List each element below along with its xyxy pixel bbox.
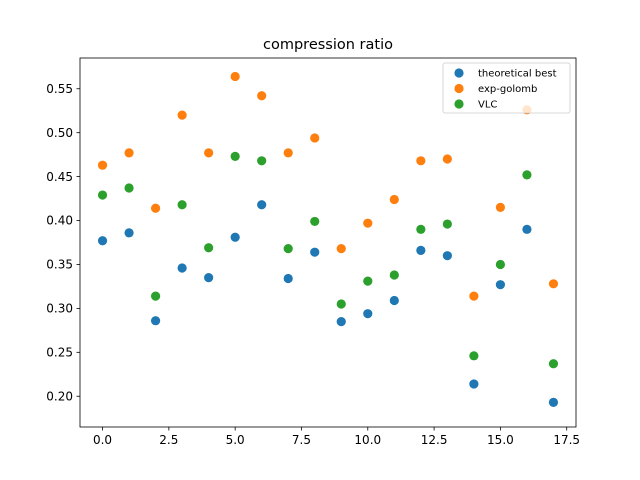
legend-marker [454, 99, 464, 109]
legend: theoretical best exp-golomb VLC [442, 62, 571, 114]
data-point-exp-golomb [283, 148, 293, 158]
legend-marker [454, 68, 464, 78]
data-point-vlc [230, 151, 240, 161]
data-point-vlc [469, 351, 479, 361]
data-point-theoretical-best [336, 316, 346, 327]
data-point-exp-golomb [204, 148, 214, 158]
data-point-theoretical-best [442, 251, 452, 261]
data-point-exp-golomb [230, 71, 240, 82]
chart-title: compression ratio [263, 37, 393, 53]
data-point-exp-golomb [336, 244, 346, 254]
data-point-exp-golomb [389, 194, 399, 205]
data-point-theoretical-best [124, 228, 134, 238]
data-point-exp-golomb [416, 156, 426, 166]
data-point-vlc [522, 170, 532, 180]
data-point-theoretical-best [150, 316, 161, 326]
data-point-vlc [389, 270, 399, 280]
data-point-vlc [124, 183, 134, 193]
data-point-theoretical-best [522, 224, 532, 234]
data-point-vlc [177, 200, 187, 210]
y-tick-label: 0.35 [46, 258, 73, 272]
y-tick-label: 0.55 [46, 82, 73, 96]
y-tick-label: 0.45 [46, 170, 73, 184]
data-point-theoretical-best [97, 236, 108, 246]
data-point-theoretical-best [469, 379, 479, 389]
legend-label: exp-golomb [478, 84, 537, 95]
data-point-exp-golomb [124, 148, 134, 158]
legend-marker [454, 83, 464, 94]
data-point-exp-golomb [548, 279, 559, 289]
data-point-theoretical-best [548, 397, 559, 407]
data-point-exp-golomb [495, 202, 506, 212]
data-point-vlc [97, 190, 108, 200]
data-point-vlc [257, 156, 267, 166]
data-point-theoretical-best [310, 247, 320, 257]
data-point-vlc [204, 243, 214, 253]
data-point-theoretical-best [495, 280, 506, 290]
axes: 0.0 2.5 5.0 7.5 10.0 12.5 15.0 17.5 0.20 0.25 0.30… [46, 57, 580, 447]
data-point-exp-golomb [469, 291, 479, 301]
axes-frame [79, 57, 577, 428]
data-point-exp-golomb [150, 203, 161, 213]
data-point-vlc [363, 276, 373, 286]
data-point-theoretical-best [257, 200, 267, 210]
data-point-theoretical-best [363, 309, 373, 319]
data-point-vlc [495, 259, 506, 270]
x-tick-label: 7.5 [292, 433, 311, 447]
x-tick-label: 0.0 [93, 433, 112, 447]
x-tick-label: 5.0 [226, 433, 245, 447]
legend-box [442, 62, 571, 114]
data-point-vlc [416, 224, 426, 234]
legend-label: theoretical best [478, 69, 557, 80]
data-point-exp-golomb [363, 218, 373, 228]
data-point-exp-golomb [257, 91, 267, 101]
data-point-vlc [442, 219, 452, 229]
y-tick-label: 0.30 [46, 302, 73, 316]
data-point-theoretical-best [283, 273, 293, 284]
data-point-theoretical-best [204, 273, 214, 283]
data-point-exp-golomb [177, 110, 187, 120]
data-points [97, 71, 559, 407]
y-tick-label: 0.20 [46, 389, 73, 403]
legend-label: VLC [478, 100, 497, 111]
x-tick-label: 2.5 [159, 433, 178, 447]
y-tick-label: 0.50 [46, 126, 73, 140]
data-point-exp-golomb [442, 154, 452, 164]
x-tick-label: 15.0 [487, 433, 514, 447]
data-point-exp-golomb [310, 133, 320, 143]
x-tick-label: 10.0 [354, 433, 381, 447]
y-tick-label: 0.25 [46, 346, 73, 360]
data-point-vlc [548, 359, 559, 369]
data-point-theoretical-best [177, 263, 187, 273]
data-point-theoretical-best [389, 295, 399, 306]
x-tick-label: 17.5 [553, 433, 580, 447]
x-tick-label: 12.5 [421, 433, 448, 447]
data-point-exp-golomb [97, 160, 108, 170]
data-point-vlc [310, 216, 320, 227]
data-point-vlc [336, 299, 346, 309]
y-tick-label: 0.40 [46, 214, 73, 228]
data-point-theoretical-best [230, 232, 240, 242]
data-point-vlc [150, 291, 161, 301]
data-point-theoretical-best [416, 245, 426, 256]
data-point-vlc [283, 244, 293, 254]
